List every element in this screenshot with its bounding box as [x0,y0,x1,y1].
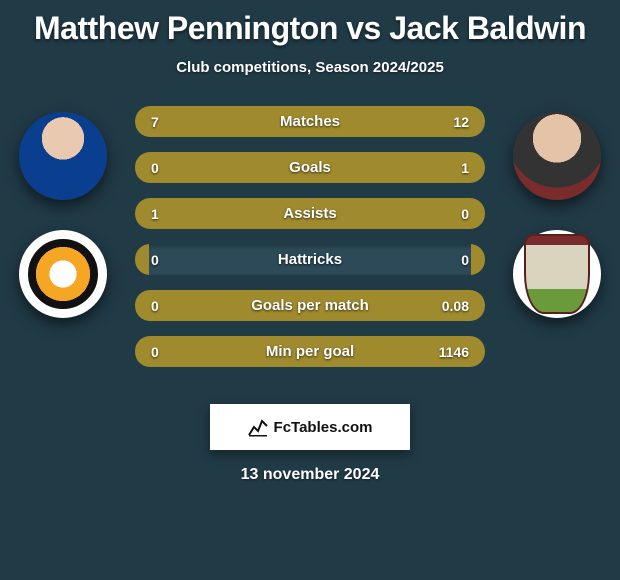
comparison-panel: 712Matches 01Goals 10Assists 00Hattricks 00.… [0,106,620,386]
stat-label: Hattricks [135,244,485,275]
page-title: Matthew Pennington vs Jack Baldwin [0,0,620,47]
bar-fill-left [135,152,149,183]
bar-fill-right [149,336,485,367]
northampton-crest-icon [524,234,590,314]
subtitle: Club competitions, Season 2024/2025 [0,59,620,76]
right-column [502,106,612,318]
player-left-avatar [19,112,107,200]
stat-bars: 712Matches 01Goals 10Assists 00Hattricks 00.… [135,106,485,367]
bar-fill-right [265,106,486,137]
club-right-badge [513,230,601,318]
bar-fill-right [149,152,485,183]
bar-fill-left [135,290,149,321]
player-right-avatar [513,112,601,200]
stat-row: 00Hattricks [135,244,485,275]
stat-row: 01146Min per goal [135,336,485,367]
bar-fill-right [471,244,485,275]
brand-text: FcTables.com [274,419,373,436]
blackpool-crest-icon [28,239,98,309]
stat-row: 10Assists [135,198,485,229]
left-column [8,106,118,318]
date-label: 13 november 2024 [0,466,620,484]
fctables-logo-icon [248,417,268,437]
brand-badge: FcTables.com [210,404,410,450]
bar-fill-left [135,336,149,367]
stat-row: 712Matches [135,106,485,137]
stat-row: 01Goals [135,152,485,183]
club-left-badge [19,230,107,318]
bar-fill-left [135,106,265,137]
stat-row: 00.08Goals per match [135,290,485,321]
bar-fill-left [135,244,149,275]
bar-fill-right [471,198,485,229]
bar-fill-right [149,290,485,321]
bar-fill-left [135,198,471,229]
